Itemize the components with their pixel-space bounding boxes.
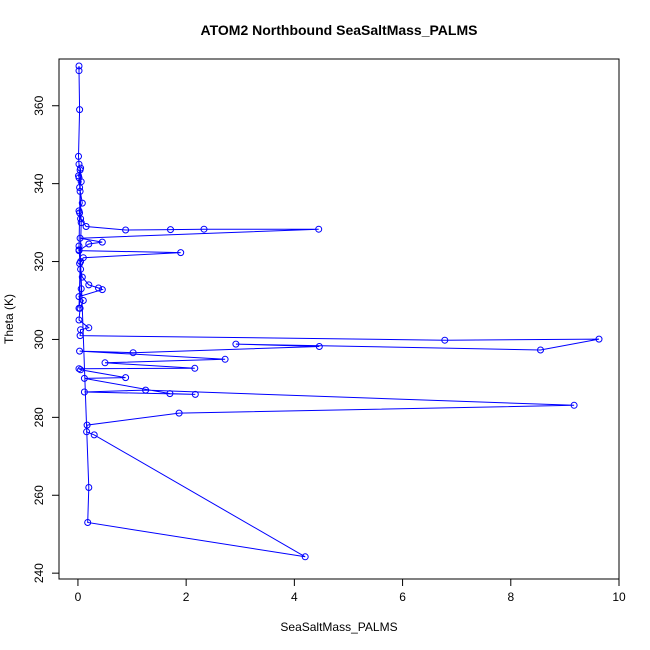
data-point bbox=[75, 246, 83, 254]
series-layer bbox=[75, 62, 603, 561]
x-tick-label: 4 bbox=[291, 590, 298, 604]
data-point bbox=[98, 238, 106, 246]
data-point bbox=[537, 346, 544, 354]
y-tick-label: 280 bbox=[32, 407, 46, 427]
data-point bbox=[75, 152, 82, 160]
x-axis: 0 2 4 6 8 10 bbox=[75, 578, 626, 604]
data-point bbox=[315, 343, 323, 350]
data-point bbox=[75, 62, 83, 70]
data-point bbox=[82, 223, 90, 230]
data-point bbox=[75, 365, 83, 373]
y-tick-label: 340 bbox=[32, 173, 46, 193]
chart-title: ATOM2 Northbound SeaSaltMass_PALMS bbox=[201, 22, 478, 38]
x-tick-label: 10 bbox=[612, 590, 626, 604]
y-tick-label: 240 bbox=[32, 563, 46, 583]
data-point bbox=[75, 316, 83, 324]
data-point bbox=[122, 226, 130, 234]
data-point bbox=[85, 324, 93, 332]
data-point bbox=[167, 226, 174, 234]
y-tick-label: 320 bbox=[32, 251, 46, 271]
y-tick-label: 360 bbox=[32, 95, 46, 115]
data-point bbox=[84, 519, 92, 526]
x-tick-label: 2 bbox=[183, 590, 190, 604]
data-point bbox=[191, 364, 199, 372]
y-axis-label: Theta (K) bbox=[2, 294, 16, 344]
data-point bbox=[85, 484, 93, 491]
x-tick-label: 8 bbox=[507, 590, 514, 604]
data-point bbox=[85, 281, 93, 289]
data-point bbox=[76, 184, 84, 191]
data-point bbox=[301, 553, 309, 561]
data-point bbox=[85, 240, 93, 248]
data-point bbox=[77, 285, 85, 293]
data-point bbox=[122, 374, 130, 382]
data-point bbox=[75, 67, 83, 75]
data-point bbox=[315, 225, 323, 233]
data-point bbox=[98, 286, 106, 294]
data-point bbox=[75, 242, 83, 250]
data-point bbox=[77, 265, 85, 273]
data-point bbox=[79, 297, 87, 304]
data-point bbox=[75, 293, 83, 301]
data-point bbox=[76, 106, 84, 114]
data-point bbox=[80, 388, 88, 396]
x-tick-label: 6 bbox=[399, 590, 406, 604]
data-point bbox=[78, 199, 86, 207]
data-point bbox=[76, 234, 84, 242]
data-point bbox=[191, 390, 199, 398]
x-tick-label: 0 bbox=[75, 590, 82, 604]
data-point bbox=[200, 225, 208, 233]
data-point bbox=[166, 390, 174, 398]
data-point bbox=[570, 401, 578, 409]
y-tick-label: 260 bbox=[32, 485, 46, 505]
data-point bbox=[77, 164, 85, 172]
data-point bbox=[77, 258, 85, 265]
data-point bbox=[232, 340, 240, 348]
data-point bbox=[595, 335, 603, 343]
data-point bbox=[177, 249, 185, 257]
y-tick-label: 300 bbox=[32, 329, 46, 349]
data-point bbox=[76, 209, 84, 217]
data-point bbox=[83, 428, 91, 436]
data-point bbox=[95, 284, 102, 292]
data-point bbox=[76, 332, 84, 340]
data-point bbox=[175, 409, 183, 417]
data-point bbox=[83, 421, 91, 429]
data-point bbox=[101, 359, 109, 367]
data-point bbox=[441, 336, 449, 344]
data-point bbox=[221, 355, 229, 363]
data-point bbox=[76, 347, 84, 355]
data-point bbox=[75, 304, 83, 312]
data-point bbox=[77, 219, 85, 227]
data-point bbox=[76, 187, 84, 195]
data-point bbox=[78, 273, 86, 281]
data-point bbox=[80, 374, 88, 382]
data-point bbox=[129, 349, 137, 357]
y-axis: 240 260 280 300 320 340 360 bbox=[32, 95, 60, 583]
data-point bbox=[142, 386, 150, 394]
series-line bbox=[77, 66, 600, 558]
x-axis-label: SeaSaltMass_PALMS bbox=[280, 620, 397, 634]
data-point bbox=[90, 431, 98, 439]
data-point bbox=[77, 366, 85, 374]
data-point bbox=[75, 174, 83, 182]
